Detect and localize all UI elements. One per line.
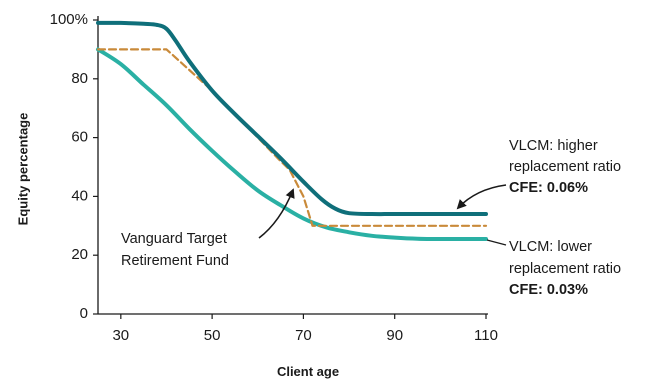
y-tick-label: 0 — [80, 305, 88, 322]
x-tick-label: 90 — [386, 327, 403, 344]
y-axis-label: Equity percentage — [15, 113, 30, 226]
annotation-target-arrow — [258, 188, 295, 239]
series-line-vlcm-lower-replacement-ratio — [96, 47, 488, 242]
annotation-lower-leader — [486, 239, 507, 246]
y-tick-label: 40 — [71, 187, 88, 204]
series-layer — [96, 20, 488, 242]
annotation-lower-line2: replacement ratio — [509, 261, 621, 277]
annotation-lower-cfe: CFE: 0.03% — [509, 282, 588, 298]
y-tick-label: 80 — [71, 70, 88, 87]
y-axis-title: Equity percentage — [15, 113, 30, 226]
series-line-vlcm-higher-replacement-ratio — [96, 20, 488, 217]
annotation-higher-ratio: VLCM: higher replacement ratio CFE: 0.06… — [456, 138, 621, 210]
annotation-higher-cfe: CFE: 0.06% — [509, 180, 588, 196]
y-tick-label: 60 — [71, 129, 88, 146]
x-ticks: 30 50 70 90 110 — [112, 314, 498, 344]
annotation-target-line1: Vanguard Target — [121, 231, 227, 247]
x-tick-label: 30 — [112, 327, 129, 344]
annotation-lower-ratio: VLCM: lower replacement ratio CFE: 0.03% — [486, 239, 621, 298]
y-tick-label: 100% — [50, 11, 88, 28]
x-tick-label: 110 — [474, 327, 498, 344]
annotation-target-fund: Vanguard Target Retirement Fund — [121, 188, 295, 269]
annotation-higher-line1: VLCM: higher — [509, 138, 598, 154]
annotation-target-line2: Retirement Fund — [121, 253, 229, 269]
series-line-vanguard-target-retirement-fund — [96, 48, 488, 227]
x-tick-label: 50 — [204, 327, 221, 344]
x-axis-label: Client age — [277, 364, 339, 379]
x-tick-label: 70 — [295, 327, 312, 344]
annotation-higher-arrow — [456, 184, 507, 210]
y-ticks: 0 20 40 60 80 100% — [50, 11, 98, 322]
annotation-lower-line1: VLCM: lower — [509, 239, 592, 255]
y-tick-label: 20 — [71, 246, 88, 263]
annotation-higher-line2: replacement ratio — [509, 159, 621, 175]
axes — [97, 16, 488, 315]
